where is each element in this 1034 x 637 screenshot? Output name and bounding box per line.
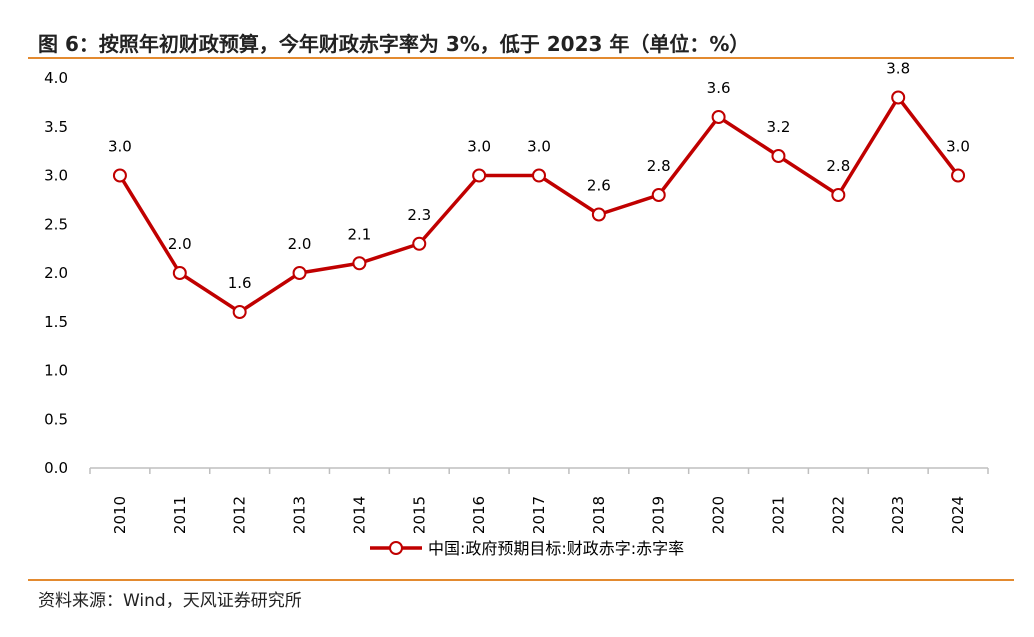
legend-marker [389,541,403,555]
data-label: 3.6 [707,79,731,97]
data-label: 3.0 [108,138,132,156]
legend-label: 中国:政府预期目标:财政赤字:赤字率 [428,539,684,558]
data-label: 2.8 [826,157,850,175]
y-tick-label: 1.5 [44,313,68,331]
data-point [831,188,846,202]
x-tick-label: 2017 [530,496,548,534]
source-note: 资料来源：Wind，天风证券研究所 [38,591,302,611]
data-label: 3.0 [946,138,970,156]
data-label: 3.0 [467,138,491,156]
x-tick-label: 2010 [111,496,129,534]
data-label: 3.8 [886,60,910,78]
x-tick-label: 2023 [889,496,907,534]
x-tick-label: 2018 [590,496,608,534]
x-tick-label: 2015 [410,496,428,534]
y-tick-label: 0.0 [44,459,68,477]
data-label: 2.0 [168,235,192,253]
x-tick-label: 2016 [470,496,488,534]
data-point [711,110,726,124]
data-label: 2.6 [587,177,611,195]
data-point [472,168,487,183]
data-point [591,207,606,222]
data-point [771,149,786,163]
data-label: 1.6 [228,274,252,292]
y-tick-label: 3.5 [44,118,68,136]
y-tick-label: 4.0 [44,69,68,87]
x-tick-label: 2012 [231,496,249,534]
legend: 中国:政府预期目标:财政赤字:赤字率 [370,539,684,558]
data-label: 3.2 [767,118,791,136]
y-tick-label: 1.0 [44,362,68,380]
series-group: 3.0 2.0 1.6 2.0 2.1 2.3 3.0 3.0 2.6 2.8 3.6 3.2 2.8 3… [108,60,970,319]
y-tick-label: 2.5 [44,215,68,233]
y-tick-label: 3.0 [44,167,68,185]
data-point [172,266,187,280]
x-tick-label: 2021 [769,496,787,534]
x-axis-ticks: 2010 2011 2012 2013 2014 2015 2016 2017 2018 2019… [111,496,967,534]
chart-title: 图 6：按照年初财政预算，今年财政赤字率为 3%，低于 2023 年（单位：%） [38,32,750,56]
data-point [412,236,427,251]
data-point [651,188,666,202]
x-tick-label: 2013 [291,496,309,534]
x-tick-label: 2014 [350,496,368,534]
data-point [951,168,966,183]
data-point [352,256,367,271]
y-tick-label: 2.0 [44,264,68,282]
data-label: 2.1 [347,225,371,243]
x-tick-label: 2019 [650,496,668,534]
data-label: 2.3 [407,206,431,224]
y-tick-label: 0.5 [44,410,68,428]
data-label: 2.8 [647,157,671,175]
title-divider [28,57,1014,59]
data-label: 2.0 [288,235,312,253]
x-tick-label: 2022 [829,496,847,534]
data-point [292,266,307,280]
source-divider [28,579,1014,581]
data-point [891,90,906,105]
y-axis-ticks: 0.0 0.5 1.0 1.5 2.0 2.5 3.0 3.5 4.0 [44,69,68,477]
data-label: 3.0 [527,138,551,156]
x-axis [89,467,989,474]
x-tick-label: 2020 [710,496,728,534]
data-point [232,305,247,319]
x-tick-label: 2011 [171,496,189,534]
data-point [112,168,127,183]
data-point [532,168,546,183]
x-tick-label: 2024 [949,496,967,534]
